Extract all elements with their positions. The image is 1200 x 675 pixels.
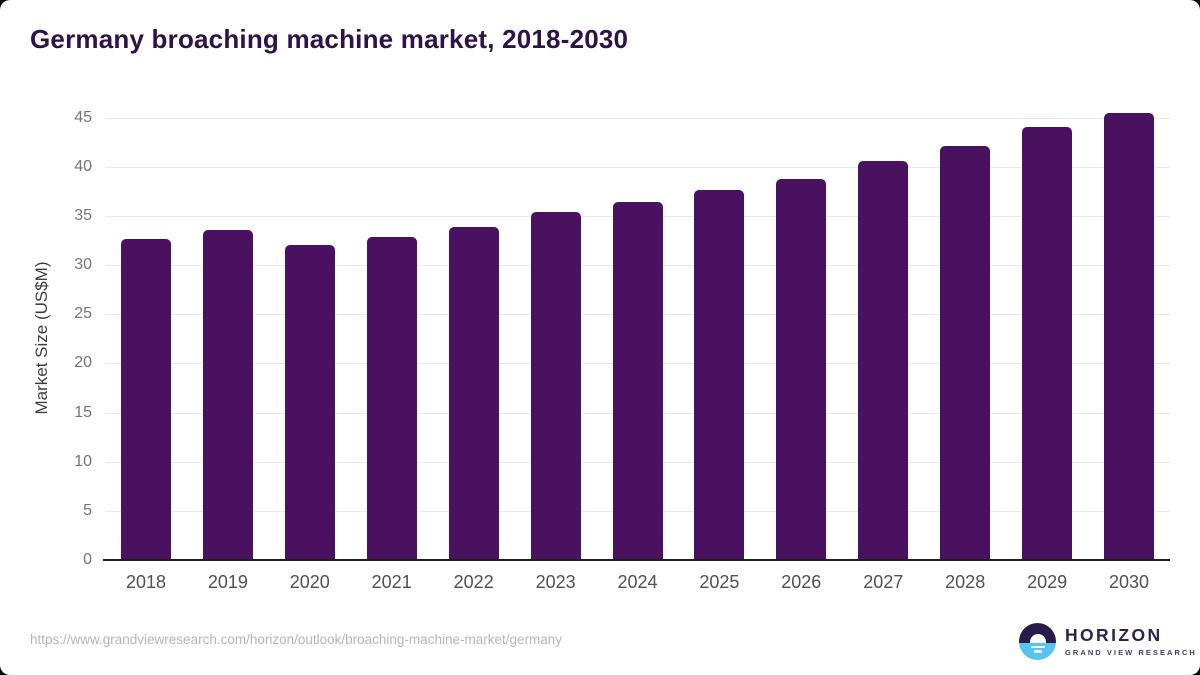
horizon-logo: HORIZON GRAND VIEW RESEARCH: [1019, 623, 1197, 660]
x-tick-label: 2021: [371, 572, 412, 592]
y-tick-label: 5: [83, 501, 92, 519]
x-tick-label: 2028: [945, 572, 986, 592]
horizon-sun-icon: [1029, 634, 1046, 643]
chart-title: Germany broaching machine market, 2018-2…: [30, 24, 629, 54]
horizon-reflection-line-icon: [1030, 645, 1045, 648]
x-tick-label: 2029: [1027, 572, 1068, 592]
bar-2029: [1022, 127, 1073, 560]
x-tick-label: 2024: [617, 572, 658, 592]
bar-2019: [202, 229, 253, 560]
x-tick-label: 2018: [125, 572, 167, 592]
logo-name: HORIZON: [1065, 625, 1163, 645]
bar-2028: [940, 146, 991, 560]
y-tick-label: 0: [83, 551, 92, 568]
bar-2025: [694, 190, 745, 560]
y-tick-label: 30: [74, 256, 92, 273]
bar-2020: [284, 245, 335, 560]
bar-2030: [1104, 112, 1154, 560]
gridline: [105, 166, 1170, 168]
y-tick-label: 25: [74, 305, 92, 323]
bar-2022: [448, 226, 499, 560]
y-tick-label: 15: [74, 403, 92, 421]
bar-2021: [366, 236, 417, 560]
x-tick-label: 2023: [535, 572, 576, 592]
logo-text: HORIZON GRAND VIEW RESEARCH: [1065, 625, 1197, 657]
bar-2023: [530, 211, 581, 560]
y-tick-label: 35: [74, 206, 92, 224]
x-axis-line: [103, 559, 1170, 561]
x-tick-label: 2026: [781, 572, 822, 592]
x-tick-label: 2027: [863, 572, 904, 592]
bar-2026: [776, 178, 827, 560]
gridline: [105, 117, 1170, 119]
horizon-logo-icon: [1019, 623, 1056, 660]
source-url: https://www.grandviewresearch.com/horizo…: [30, 632, 562, 647]
x-tick-label: 2022: [453, 572, 494, 592]
y-axis-title: Market Size (US$M): [32, 261, 51, 415]
x-tick-label: 2020: [289, 572, 330, 592]
y-tick-label: 40: [74, 157, 92, 175]
y-tick-label: 10: [74, 452, 92, 470]
bar-2018: [121, 239, 171, 560]
logo-subtitle: GRAND VIEW RESEARCH: [1065, 647, 1197, 657]
y-tick-label: 20: [74, 354, 92, 372]
x-tick-label: 2030: [1108, 572, 1150, 592]
bar-2024: [612, 202, 663, 560]
bar-2027: [858, 160, 909, 560]
y-tick-label: 45: [74, 108, 92, 126]
x-tick-label: 2025: [699, 572, 740, 592]
x-tick-label: 2019: [207, 572, 248, 592]
horizon-reflection-line-icon: [1033, 650, 1042, 653]
